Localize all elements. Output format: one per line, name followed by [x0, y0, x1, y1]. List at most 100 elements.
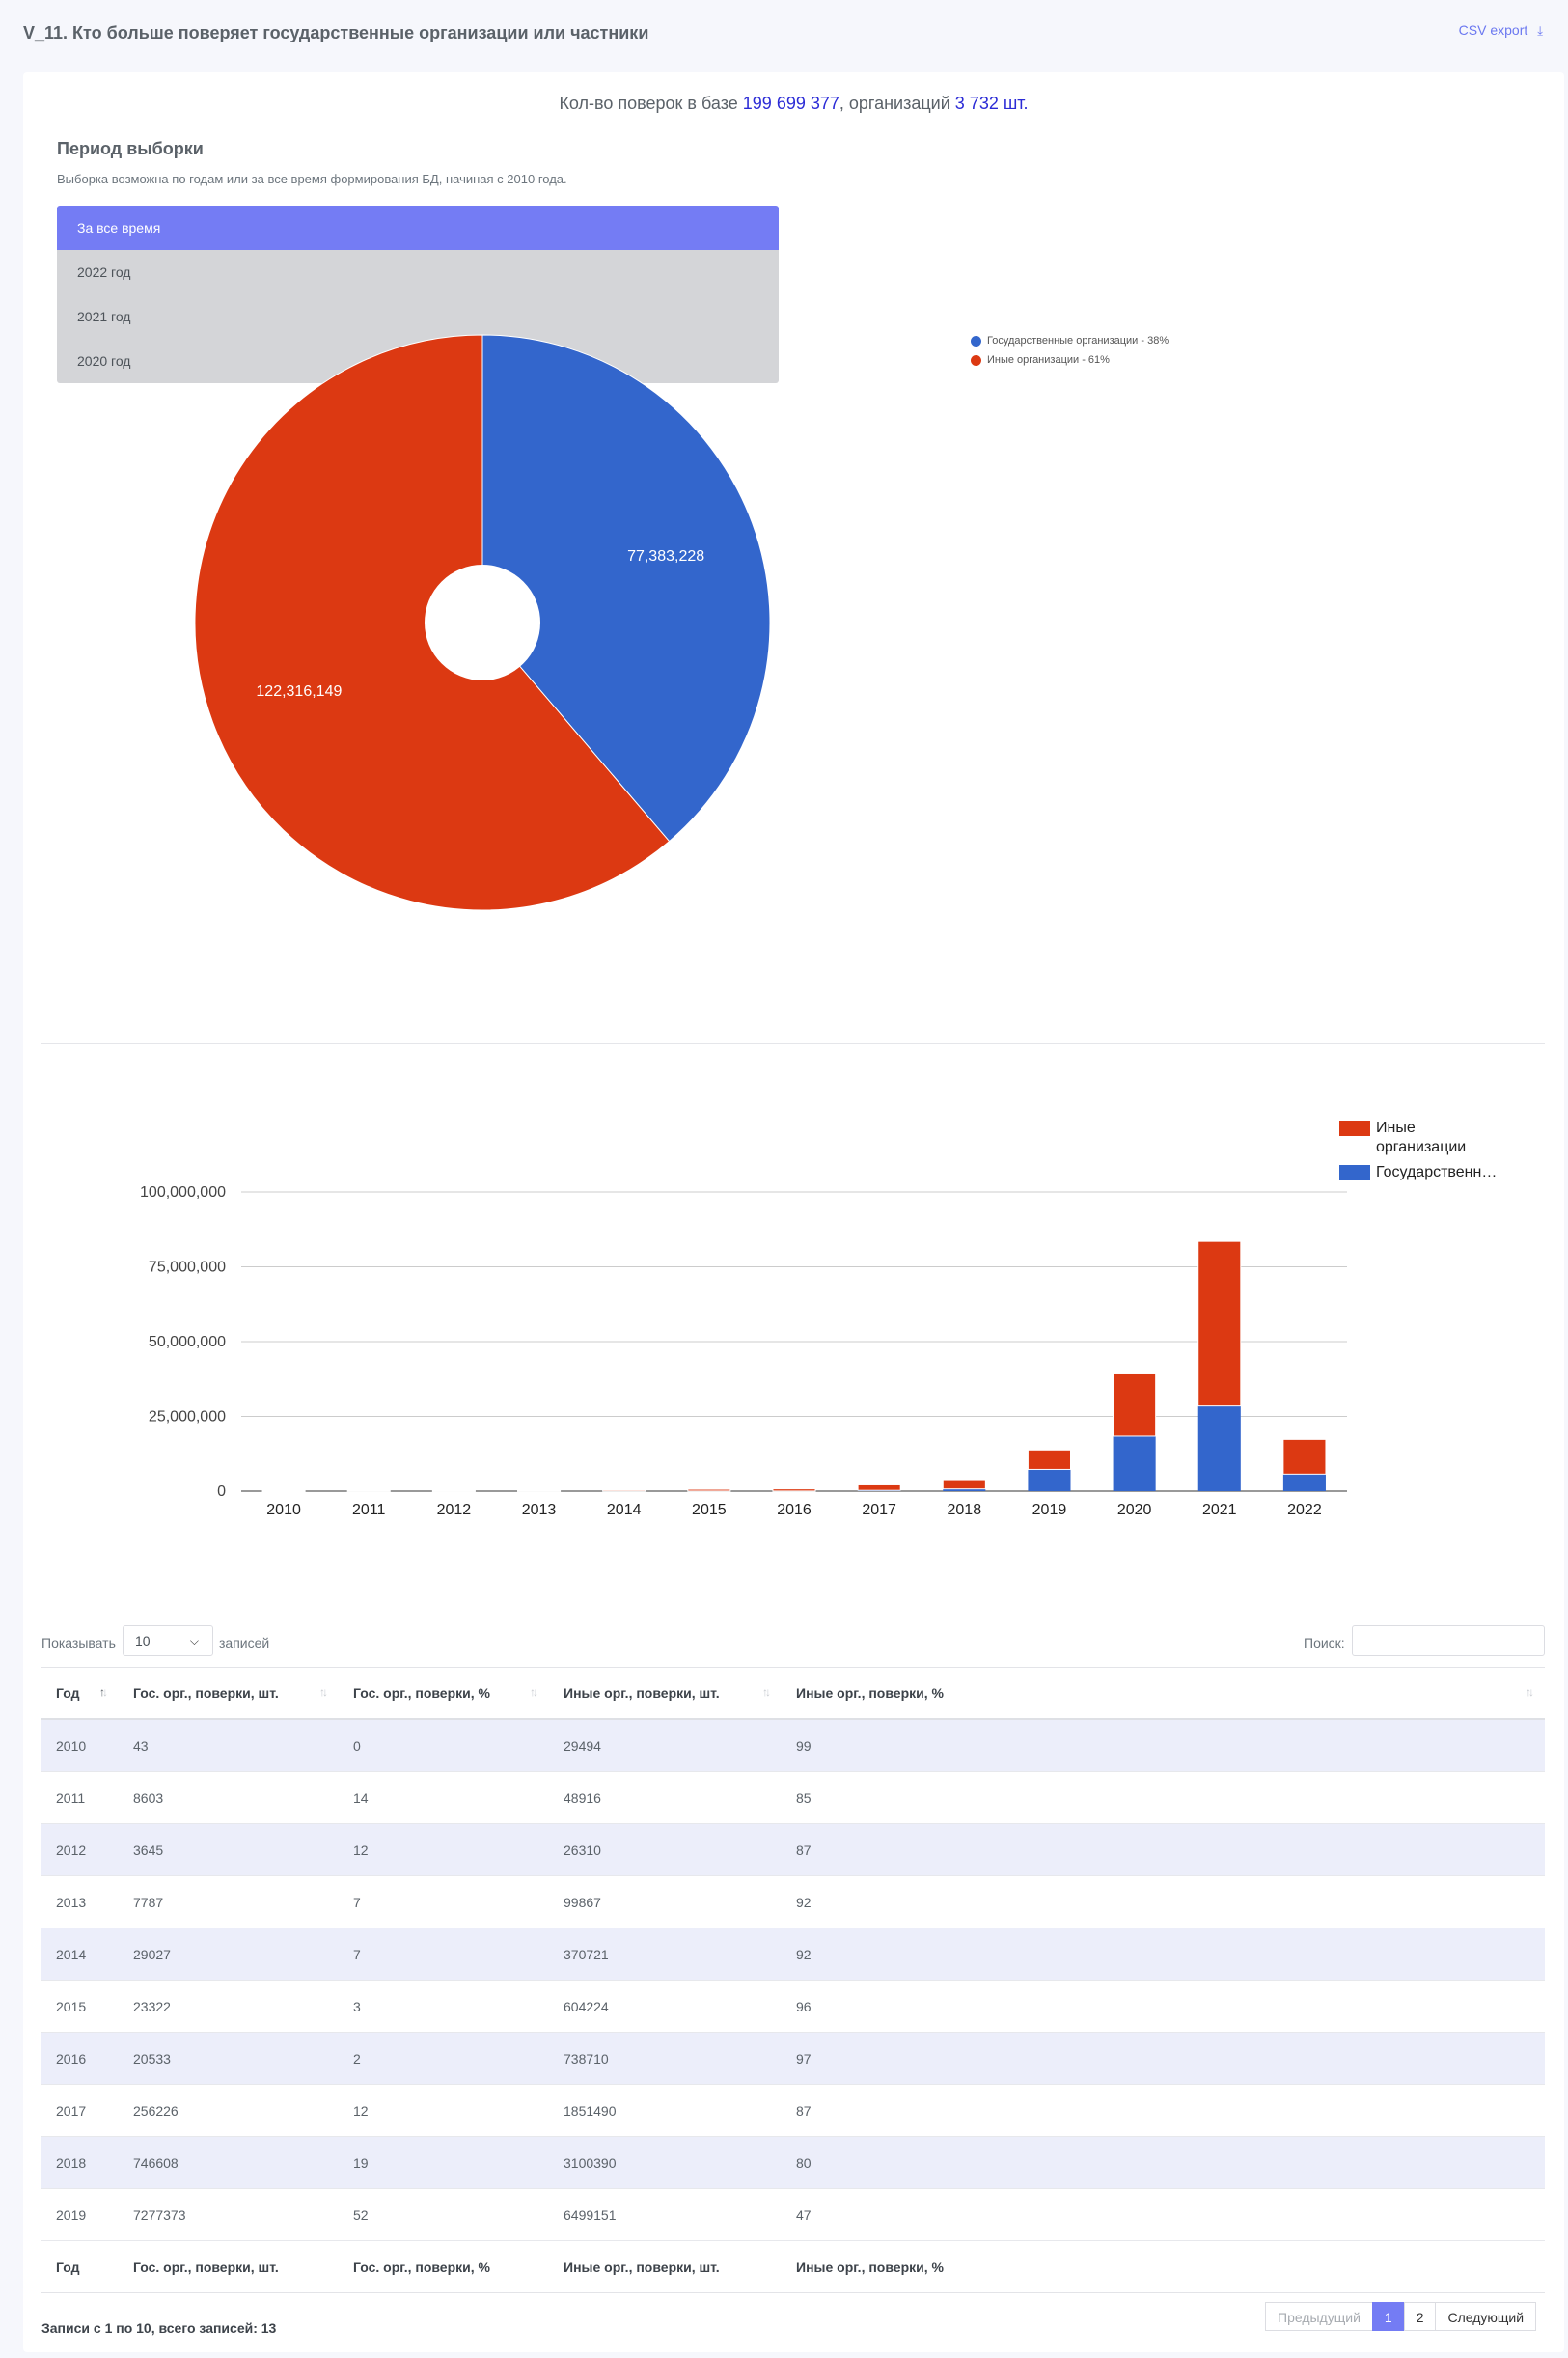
page-title: V_11. Кто больше поверяет государственны… [23, 23, 649, 42]
pie-slice[interactable] [481, 334, 771, 843]
x-tick-label: 2018 [948, 1502, 982, 1518]
pie-data-label: 77,383,228 [627, 548, 704, 565]
column-header-other-count[interactable]: Иные орг., поверки, шт. ↑↓ [549, 1667, 782, 1720]
period-description: Выборка возможна по годам или за все вре… [57, 172, 567, 186]
bar-segment[interactable] [857, 1484, 901, 1491]
x-tick-label: 2020 [1117, 1502, 1152, 1518]
bar-segment[interactable] [1282, 1474, 1326, 1491]
search-label: Поиск: [1304, 1635, 1345, 1651]
table-row: 2019 7277373 52 6499151 47 [41, 2188, 1545, 2241]
y-tick-label: 0 [217, 1484, 226, 1500]
legend-dot-icon [971, 335, 981, 347]
table-cell: 2013 [41, 1875, 119, 1928]
y-tick-label: 75,000,000 [149, 1260, 226, 1276]
footer-year: Год [41, 2240, 119, 2293]
column-header-gov-count[interactable]: Гос. орг., поверки, шт. ↑↓ [119, 1667, 339, 1720]
table-cell: 3645 [119, 1823, 339, 1876]
period-option-all-time[interactable]: За все время [57, 206, 779, 250]
pie-data-label: 122,316,149 [256, 683, 342, 700]
table-cell: 7787 [119, 1875, 339, 1928]
pie-chart: 77,383,228 122,316,149 [194, 334, 771, 911]
table-row: 2018 746608 19 3100390 80 [41, 2136, 1545, 2189]
table-cell: 2011 [41, 1771, 119, 1824]
table-cell: 7 [339, 1875, 549, 1928]
table-cell: 2010 [41, 1719, 119, 1772]
bar-segment[interactable] [1113, 1373, 1157, 1437]
x-tick-label: 2014 [607, 1502, 642, 1518]
footer-gov-percent: Гос. орг., поверки, % [339, 2240, 549, 2293]
bar-legend-label: Иные организации [1376, 1120, 1467, 1155]
table-cell: 29027 [119, 1928, 339, 1981]
table-cell: 80 [782, 2136, 1545, 2189]
table-footer-row: Год Гос. орг., поверки, шт. Гос. орг., п… [41, 2240, 1545, 2293]
bar-segment[interactable] [687, 1488, 731, 1492]
bar-segment[interactable] [1027, 1449, 1072, 1470]
table-row: 2016 20533 2 738710 97 [41, 2032, 1545, 2085]
bar-segment[interactable] [943, 1488, 986, 1491]
table-body: 2010 43 0 29494 99 2011 8603 14 48916 85 2012 3645 1… [41, 1719, 1545, 2241]
table-cell: 12 [339, 2084, 549, 2137]
prev-page-button[interactable]: Предыдущий [1265, 2302, 1373, 2331]
table-cell: 8603 [119, 1771, 339, 1824]
bar-segment[interactable] [1197, 1240, 1242, 1407]
period-option-2022[interactable]: 2022 год [57, 250, 779, 294]
pagination: Предыдущий 1 2 Следующий [1265, 2302, 1537, 2331]
bar-legend-label: Государственн… [1376, 1164, 1498, 1180]
table-cell: 2017 [41, 2084, 119, 2137]
legend-swatch-icon [1339, 1165, 1370, 1180]
column-header-year[interactable]: Год ↑↓ [41, 1667, 119, 1720]
pie-legend-item[interactable]: Иные организации - 61% [971, 350, 1169, 370]
bar-segment[interactable] [1028, 1469, 1071, 1491]
table-cell: 20533 [119, 2032, 339, 2085]
footer-other-count: Иные орг., поверки, шт. [549, 2240, 782, 2293]
table-row: 2012 3645 12 26310 87 [41, 1823, 1545, 1876]
bar-segment[interactable] [1113, 1435, 1156, 1491]
x-tick-label: 2022 [1287, 1502, 1322, 1518]
summary-line: Кол-во поверок в базе 199 699 377, орган… [23, 94, 1564, 114]
show-label: Показывать [41, 1635, 116, 1651]
pie-legend-label: Государственные организации - 38% [987, 335, 1169, 347]
table-cell: 87 [782, 1823, 1545, 1876]
bar-segment[interactable] [772, 1488, 816, 1492]
bar-legend-item[interactable]: Иные организации [1339, 1119, 1501, 1157]
table-cell: 2014 [41, 1928, 119, 1981]
orgs-count: 3 732 шт. [954, 94, 1029, 113]
bar-segment[interactable] [602, 1489, 646, 1492]
page-length-select[interactable]: 10 ⌵ [123, 1625, 213, 1656]
table-cell: 3 [339, 1980, 549, 2033]
page-header: V_11. Кто больше поверяет государственны… [0, 0, 1568, 68]
legend-dot-icon [971, 354, 981, 366]
summary-middle: , организаций [839, 94, 950, 113]
x-tick-label: 2017 [862, 1502, 896, 1518]
table-cell: 29494 [549, 1719, 782, 1772]
checks-count: 199 699 377 [742, 94, 839, 113]
period-option-2021[interactable]: 2021 год [57, 294, 779, 339]
pie-legend-item[interactable]: Государственные организации - 38% [971, 331, 1169, 350]
table-cell: 256226 [119, 2084, 339, 2137]
csv-export-link[interactable]: CSV export ⤓ [1459, 22, 1543, 39]
table-cell: 47 [782, 2188, 1545, 2241]
bar-segment[interactable] [1282, 1438, 1327, 1475]
column-header-other-percent[interactable]: Иные орг., поверки, % ↑↓ [782, 1667, 1545, 1720]
table-cell: 26310 [549, 1823, 782, 1876]
table-row: 2013 7787 7 99867 92 [41, 1875, 1545, 1928]
next-page-button[interactable]: Следующий [1435, 2302, 1537, 2331]
bar-segment[interactable] [942, 1479, 986, 1490]
chevron-down-icon: ⌵ [189, 1634, 199, 1648]
bar-legend-item[interactable]: Государственн… [1339, 1163, 1501, 1182]
page-1-button[interactable]: 1 [1371, 2302, 1405, 2331]
bar-segment[interactable] [1197, 1405, 1241, 1491]
search-input[interactable] [1352, 1625, 1545, 1656]
table-header-row: Год ↑↓ Гос. орг., поверки, шт. ↑↓ Гос. орг… [41, 1667, 1545, 1720]
table-cell: 2012 [41, 1823, 119, 1876]
page-2-button[interactable]: 2 [1403, 2302, 1437, 2331]
table-cell: 2019 [41, 2188, 119, 2241]
table-cell: 96 [782, 1980, 1545, 2033]
x-tick-label: 2019 [1032, 1502, 1067, 1518]
table-cell: 2 [339, 2032, 549, 2085]
column-header-gov-percent[interactable]: Гос. орг., поверки, % ↑↓ [339, 1667, 549, 1720]
x-tick-label: 2010 [266, 1502, 301, 1518]
report-card: Кол-во поверок в базе 199 699 377, орган… [23, 72, 1564, 2352]
table-cell: 370721 [549, 1928, 782, 1981]
table-cell: 7 [339, 1928, 549, 1981]
